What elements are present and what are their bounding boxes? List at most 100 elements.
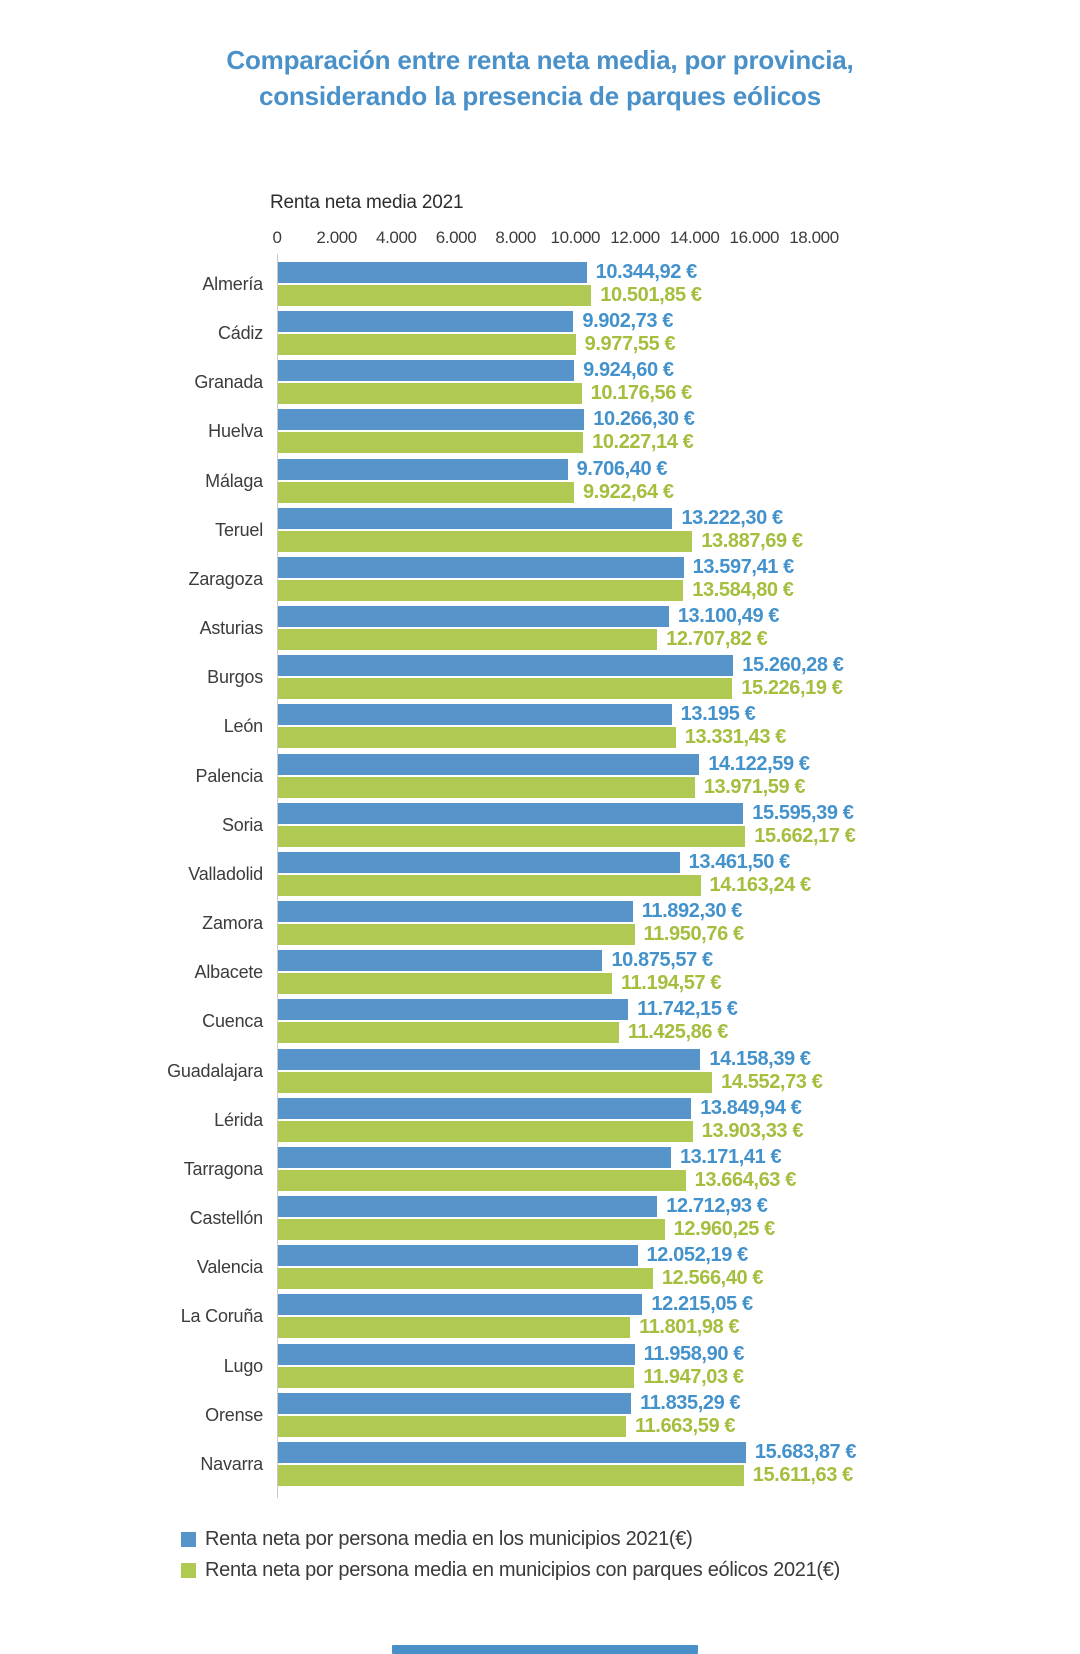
x-axis-tick-label: 16.000 — [729, 228, 780, 247]
category-label: Málaga — [205, 470, 263, 491]
value-label: 15.260,28 € — [742, 654, 844, 677]
value-label: 11.801,98 € — [639, 1316, 740, 1339]
category-label: Zaragoza — [188, 568, 264, 589]
category-label: Castellón — [189, 1208, 263, 1229]
bar-parques-eolicos — [278, 678, 733, 700]
bar-municipios — [278, 1146, 671, 1168]
category-label: Huelva — [208, 421, 263, 442]
value-label: 13.887,69 € — [701, 529, 803, 552]
x-axis-tick-label: 8.000 — [495, 228, 536, 247]
bar-municipios — [278, 262, 587, 283]
value-label: 11.892,30 € — [641, 900, 743, 923]
category-label: Tarragona — [183, 1158, 263, 1179]
category-label: Granada — [194, 372, 263, 393]
value-label: 12.960,25 € — [673, 1218, 776, 1241]
category-label: Cádiz — [217, 323, 263, 344]
value-label: 11.947,03 € — [643, 1365, 744, 1388]
value-label: 13.461,50 € — [688, 850, 791, 873]
bar-parques-eolicos — [278, 334, 576, 356]
x-axis-tick-label: 4.000 — [376, 228, 417, 247]
bar-parques-eolicos — [278, 1120, 693, 1142]
value-label: 13.849,94 € — [700, 1096, 802, 1119]
category-label: La Coruña — [180, 1306, 263, 1327]
value-label: 11.194,57 € — [620, 972, 722, 995]
value-label: 11.742,15 € — [637, 998, 738, 1021]
bar-municipios — [278, 999, 629, 1021]
bar-parques-eolicos — [278, 530, 693, 552]
value-label: 12.215,05 € — [651, 1293, 753, 1316]
value-label: 13.331,43 € — [684, 726, 787, 749]
category-label: Valencia — [196, 1257, 263, 1278]
legend: Renta neta por persona media en los muni… — [181, 1524, 840, 1586]
bar-parques-eolicos — [278, 1317, 631, 1339]
bar-municipios — [278, 704, 672, 726]
bar-parques-eolicos — [278, 432, 584, 454]
value-label: 15.611,63 € — [752, 1463, 854, 1486]
value-label: 13.222,30 € — [681, 506, 783, 529]
bar-municipios — [278, 360, 575, 382]
bar-parques-eolicos — [278, 1415, 626, 1437]
value-label: 9.902,73 € — [582, 310, 673, 333]
bar-parques-eolicos — [278, 825, 746, 847]
bar-municipios — [278, 556, 684, 578]
value-label: 10.176,56 € — [590, 382, 693, 405]
category-label: Zamora — [202, 913, 263, 934]
bar-parques-eolicos — [278, 1464, 744, 1486]
legend-label: Renta neta por persona media en los muni… — [205, 1528, 693, 1550]
x-axis-title: Renta neta media 2021 — [270, 192, 464, 213]
bar-municipios — [278, 1392, 632, 1414]
bar-municipios — [278, 606, 669, 628]
chart-title: Comparación entre renta neta media, por … — [0, 42, 1080, 114]
value-label: 10.501,85 € — [600, 284, 702, 306]
value-label: 13.597,41 € — [692, 555, 795, 578]
bar-parques-eolicos — [278, 727, 676, 749]
value-label: 13.903,33 € — [701, 1119, 804, 1142]
value-label: 9.977,55 € — [584, 333, 676, 356]
x-axis-tick-label: 0 — [272, 228, 282, 247]
legend-label: Renta neta por persona media en municipi… — [205, 1559, 840, 1581]
legend-row: Renta neta por persona media en los muni… — [181, 1524, 840, 1555]
value-label: 12.712,93 € — [666, 1195, 768, 1218]
x-axis-tick-label: 6.000 — [435, 228, 477, 247]
value-label: 9.924,60 € — [583, 359, 674, 382]
bar-municipios — [278, 851, 680, 873]
category-label: Soria — [221, 814, 263, 835]
value-label: 15.226,19 € — [741, 677, 843, 700]
category-label: Navarra — [200, 1453, 263, 1474]
value-label: 14.158,39 € — [709, 1047, 811, 1070]
chart-title-line1: Comparación entre renta neta media, por … — [226, 45, 854, 75]
category-label: Teruel — [215, 519, 263, 540]
value-label: 11.958,90 € — [643, 1342, 745, 1365]
category-label: Burgos — [207, 667, 263, 688]
value-label: 10.266,30 € — [593, 408, 695, 431]
value-label: 13.171,41 € — [679, 1145, 782, 1168]
value-label: 13.664,63 € — [694, 1168, 797, 1191]
bar-parques-eolicos — [278, 383, 582, 405]
bar-parques-eolicos — [278, 579, 684, 601]
bar-parques-eolicos — [278, 1366, 635, 1388]
category-label: Almería — [202, 274, 263, 294]
value-label: 11.835,29 € — [640, 1391, 741, 1414]
category-label: Guadalajara — [167, 1060, 263, 1081]
bar-municipios — [278, 1441, 746, 1463]
value-label: 12.052,19 € — [646, 1244, 749, 1267]
bar-municipios — [278, 1294, 643, 1316]
bar-parques-eolicos — [278, 285, 592, 306]
value-label: 14.163,24 € — [709, 873, 812, 896]
bar-parques-eolicos — [278, 1219, 665, 1241]
legend-swatch — [181, 1563, 196, 1578]
x-axis-tick-label: 10.000 — [550, 228, 601, 247]
value-label: 12.707,82 € — [666, 628, 768, 651]
value-label: 15.595,39 € — [752, 801, 854, 824]
value-label: 13.584,80 € — [692, 578, 794, 601]
category-label: Valladolid — [188, 863, 263, 884]
value-label: 15.662,17 € — [754, 824, 856, 847]
bar-municipios — [278, 753, 700, 775]
bar-parques-eolicos — [278, 973, 612, 995]
category-label: Cuenca — [202, 1011, 263, 1032]
value-label: 14.552,73 € — [721, 1070, 823, 1093]
bar-municipios — [278, 1048, 701, 1070]
chart-title-line2: considerando la presencia de parques eól… — [259, 81, 821, 111]
value-label: 10.227,14 € — [592, 431, 694, 454]
bar-parques-eolicos — [278, 1071, 713, 1093]
